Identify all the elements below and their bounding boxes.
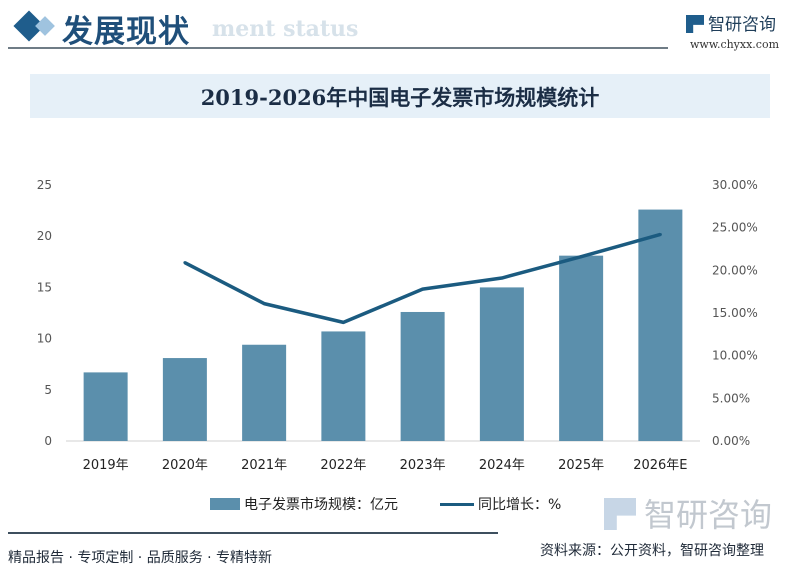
growth-point [579, 255, 583, 259]
x-tick-label: 2019年 [83, 458, 129, 473]
legend-item-line: 同比增长：% [440, 494, 561, 514]
brand-logo: 智研咨询 [686, 10, 776, 35]
y-right-tick: 25.00% [712, 221, 758, 235]
y-left-tick: 25 [37, 178, 52, 192]
legend-label: 同比增长：% [478, 497, 562, 513]
bar [321, 331, 366, 441]
brand-url: www.chyxx.com [690, 38, 780, 51]
y-left-tick: 5 [44, 383, 52, 397]
y-right-tick: 30.00% [712, 178, 758, 192]
logo-text: 智研咨询 [708, 15, 776, 35]
title-band [30, 74, 770, 118]
growth-point [183, 261, 187, 265]
bar [638, 209, 683, 441]
bar [479, 287, 524, 441]
y-left-tick: 20 [37, 229, 52, 243]
y-left-tick: 10 [37, 332, 52, 346]
y-right-tick: 0.00% [712, 434, 750, 448]
y-left-tick: 0 [44, 434, 52, 448]
y-left-tick: 15 [37, 280, 52, 294]
section-title: 发展现状 [62, 14, 190, 50]
legend-line-swatch [440, 502, 474, 506]
bar [162, 358, 207, 441]
footer-slogan: 精品报告 · 专项定制 · 品质服务 · 专精特新 [8, 550, 273, 566]
source-note: 资料来源：公开资料，智研咨询整理 [540, 543, 764, 559]
y-right-tick: 5.00% [712, 391, 750, 405]
legend-item-bar: 电子发票市场规模：亿元 [210, 494, 398, 514]
chart-title: 2019-2026年中国电子发票市场规模统计 [200, 85, 600, 110]
x-tick-label: 2022年 [320, 458, 366, 473]
legend-bar-swatch [210, 498, 240, 510]
growth-point [658, 232, 662, 236]
bar [400, 311, 445, 441]
growth-point [500, 276, 504, 280]
growth-point [262, 302, 266, 306]
x-tick-label: 2024年 [479, 458, 525, 473]
y-right-tick: 20.00% [712, 263, 758, 277]
watermark-mark-icon [604, 498, 636, 530]
watermark-logo: 智研咨询 [604, 496, 772, 534]
footer-divider [8, 532, 498, 534]
y-right-tick: 10.00% [712, 349, 758, 363]
y-right-tick: 15.00% [712, 306, 758, 320]
legend: 电子发票市场规模：亿元 同比增长：% [0, 494, 800, 514]
x-tick-label: 2025年 [558, 458, 604, 473]
header-ghost-text: ment status [212, 16, 359, 42]
legend-label: 电子发票市场规模：亿元 [244, 497, 398, 513]
x-tick-label: 2020年 [162, 458, 208, 473]
x-tick-label: 2023年 [400, 458, 446, 473]
watermark-text: 智研咨询 [644, 496, 773, 534]
growth-point [421, 287, 425, 291]
bar [83, 372, 128, 441]
x-tick-label: 2021年 [241, 458, 287, 473]
x-tick-label: 2026年E [633, 458, 687, 473]
bar [242, 344, 287, 441]
growth-point [341, 320, 345, 324]
header-divider [8, 47, 668, 49]
bar [559, 255, 604, 441]
